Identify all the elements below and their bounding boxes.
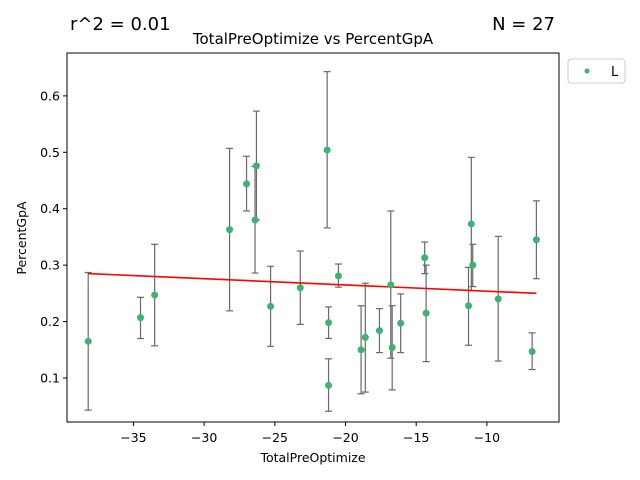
y-tick-label: 0.1 (40, 370, 60, 385)
data-point (397, 319, 405, 327)
plot-area-frame (66, 52, 560, 423)
sample-count-text: N = 27 (492, 14, 555, 35)
data-point (243, 180, 251, 188)
data-point (151, 291, 159, 299)
data-point (325, 381, 333, 389)
data-point (467, 220, 475, 228)
data-point (387, 281, 395, 289)
y-axis-ticks: 0.1 0.2 0.3 0.4 0.5 0.6 (40, 88, 67, 385)
y-tick-label: 0.3 (40, 258, 60, 273)
data-point (421, 254, 429, 262)
r-squared-text: r^2 = 0.01 (70, 14, 171, 35)
data-point (361, 333, 369, 341)
x-axis-ticks: −35 −30 −25 −20 −15 −10 (120, 422, 500, 445)
regression-line (88, 272, 537, 295)
data-point (422, 309, 430, 317)
data-point (465, 302, 473, 310)
data-point (528, 347, 536, 355)
data-point (252, 162, 260, 170)
x-tick-label: −10 (474, 430, 500, 445)
x-tick-label: −20 (332, 430, 358, 445)
chart-title: TotalPreOptimize vs PercentGpA (192, 30, 434, 48)
data-point (137, 314, 145, 322)
data-point (532, 236, 540, 244)
data-point (388, 344, 396, 352)
data-point (357, 346, 365, 354)
y-tick-label: 0.2 (40, 314, 60, 329)
x-tick-label: −15 (403, 430, 429, 445)
data-point (334, 272, 342, 280)
data-point (375, 327, 383, 335)
data-point (226, 226, 234, 234)
legend: L (567, 58, 626, 84)
data-point (325, 319, 333, 327)
y-tick-label: 0.4 (40, 201, 60, 216)
x-tick-label: −30 (191, 430, 217, 445)
x-axis-label: TotalPreOptimize (259, 450, 365, 465)
data-point (84, 337, 92, 345)
legend-box (567, 58, 626, 84)
data-point (494, 295, 502, 303)
data-point (323, 146, 331, 154)
data-point (251, 216, 259, 224)
y-axis-label: PercentGpA (14, 201, 29, 275)
y-tick-label: 0.5 (40, 145, 60, 160)
data-point (469, 261, 477, 269)
x-tick-label: −35 (120, 430, 146, 445)
y-tick-label: 0.6 (40, 88, 60, 103)
legend-label-L: L (611, 65, 619, 80)
x-tick-label: −25 (262, 430, 288, 445)
fit-line-group (88, 272, 537, 295)
points-group (84, 146, 540, 389)
data-point (296, 284, 304, 292)
data-point (267, 302, 275, 310)
legend-marker (584, 68, 590, 74)
